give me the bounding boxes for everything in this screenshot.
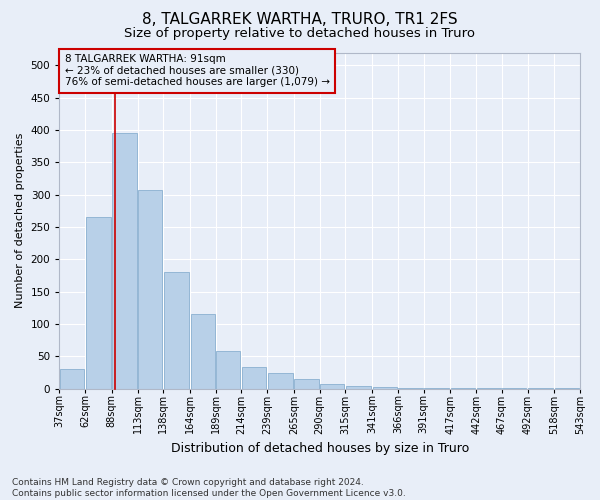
Bar — [295, 379, 319, 388]
Text: Contains HM Land Registry data © Crown copyright and database right 2024.
Contai: Contains HM Land Registry data © Crown c… — [12, 478, 406, 498]
Y-axis label: Number of detached properties: Number of detached properties — [15, 133, 25, 308]
Text: 8 TALGARREK WARTHA: 91sqm
← 23% of detached houses are smaller (330)
76% of semi: 8 TALGARREK WARTHA: 91sqm ← 23% of detac… — [65, 54, 329, 88]
Bar — [112, 134, 137, 388]
Bar — [164, 272, 189, 388]
Bar — [216, 351, 241, 389]
Bar — [191, 314, 215, 388]
Bar — [138, 190, 162, 388]
Bar — [268, 372, 293, 388]
Bar — [86, 218, 111, 388]
Bar — [242, 368, 266, 388]
Bar — [320, 384, 344, 388]
Bar — [60, 370, 84, 388]
Text: Size of property relative to detached houses in Truro: Size of property relative to detached ho… — [125, 28, 476, 40]
X-axis label: Distribution of detached houses by size in Truro: Distribution of detached houses by size … — [170, 442, 469, 455]
Bar — [346, 386, 371, 388]
Text: 8, TALGARREK WARTHA, TRURO, TR1 2FS: 8, TALGARREK WARTHA, TRURO, TR1 2FS — [142, 12, 458, 28]
